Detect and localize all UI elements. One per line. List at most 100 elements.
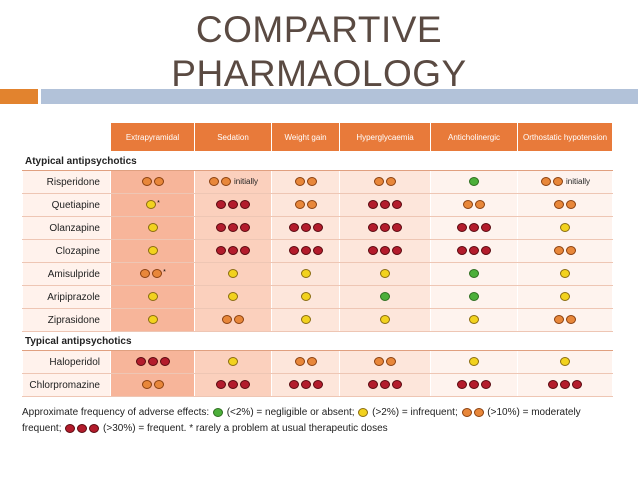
effect-cell: [271, 373, 340, 397]
orange-dot-icon: [153, 380, 164, 390]
yellow-dot-icon: [560, 269, 570, 279]
orange-dot-icon: [306, 357, 317, 367]
effect-cell: [271, 308, 340, 332]
orange-dot-icon: [153, 177, 164, 187]
red-dot-icon: [368, 200, 378, 210]
drug-name: Quetiapine: [22, 193, 111, 217]
orange-dot-icon: [386, 177, 396, 187]
table-row: Quetiapine *: [22, 193, 613, 217]
cell-note: initially: [233, 177, 258, 187]
red-dot-icon: [300, 223, 311, 233]
yellow-dot-icon: [300, 315, 311, 325]
effect-cell: [110, 308, 195, 332]
red-dot-icon: [572, 380, 582, 390]
orange-dot-icon: [306, 200, 317, 210]
red-dot-icon: [312, 223, 323, 233]
drug-name: Aripiprazole: [22, 285, 111, 309]
legend-item-text: (<2%) = negligible or absent;: [223, 407, 358, 418]
orange-dot-icon: [374, 177, 384, 187]
yellow-dot-icon: [147, 223, 158, 233]
column-header: Weight gain: [271, 122, 340, 152]
table-row: Olanzapine: [22, 216, 613, 240]
effect-cell: [194, 373, 272, 397]
red-dot-icon: [312, 380, 323, 390]
yellow-dot-icon: [147, 315, 158, 325]
effect-cell: [430, 170, 518, 194]
orange-dot-icon: [294, 357, 305, 367]
effect-cell: [339, 216, 431, 240]
column-header: Anticholinergic: [430, 122, 518, 152]
effect-cell: [194, 262, 272, 286]
yellow-dot-icon: [228, 292, 238, 302]
orange-dot-icon: [566, 246, 576, 256]
drug-name: Olanzapine: [22, 216, 111, 240]
yellow-dot-icon: [300, 292, 311, 302]
red-dot-icon: [288, 380, 299, 390]
legend-item-text: (>10%) = moderately frequent;: [22, 407, 581, 434]
yellow-dot-icon: [300, 269, 311, 279]
drug-name: Risperidone: [22, 170, 111, 194]
red-dot-icon: [147, 357, 158, 367]
cell-note: initially: [565, 177, 590, 187]
effect-cell: [194, 285, 272, 309]
legend-intro: Approximate frequency of adverse effects…: [22, 407, 212, 418]
effect-cell: [271, 216, 340, 240]
orange-dot-icon: [222, 315, 232, 325]
orange-dot-icon: [140, 269, 151, 279]
orange-dot-icon: [540, 177, 551, 187]
yellow-dot-icon: [358, 407, 369, 417]
effect-cell: [339, 239, 431, 263]
orange-dot-icon: [152, 269, 163, 279]
section-label: Atypical antipsychotics: [22, 151, 613, 171]
red-dot-icon: [65, 423, 76, 433]
effect-cell: [339, 193, 431, 217]
red-dot-icon: [368, 223, 378, 233]
effect-cell: [517, 285, 613, 309]
red-dot-icon: [228, 246, 238, 256]
red-dot-icon: [216, 200, 226, 210]
yellow-dot-icon: [560, 223, 570, 233]
table-row: Clozapine: [22, 239, 613, 263]
effect-cell: [339, 350, 431, 374]
red-dot-icon: [380, 200, 390, 210]
effect-cell: [430, 193, 518, 217]
orange-dot-icon: [141, 177, 152, 187]
red-dot-icon: [457, 246, 467, 256]
orange-dot-icon: [374, 357, 384, 367]
effect-cell: [517, 373, 613, 397]
orange-dot-icon: [566, 315, 576, 325]
effect-cell: [430, 239, 518, 263]
red-dot-icon: [481, 246, 491, 256]
red-dot-icon: [240, 200, 250, 210]
adverse-effects-table: Extrapyramidal Sedation Weight gain Hype…: [22, 122, 613, 397]
effect-cell: [339, 373, 431, 397]
red-dot-icon: [392, 223, 402, 233]
orange-dot-icon: [566, 200, 576, 210]
legend: Approximate frequency of adverse effects…: [22, 405, 622, 437]
effect-cell: [271, 170, 340, 194]
table-header-row: Extrapyramidal Sedation Weight gain Hype…: [22, 122, 613, 152]
effect-cell: [339, 308, 431, 332]
red-dot-icon: [469, 223, 479, 233]
table-row: Aripiprazole: [22, 285, 613, 309]
section-label: Typical antipsychotics: [22, 331, 613, 351]
effect-cell: [339, 170, 431, 194]
effect-cell: [430, 308, 518, 332]
drug-name: Amisulpride: [22, 262, 111, 286]
effect-cell: initially: [517, 170, 613, 194]
column-header: Extrapyramidal: [110, 122, 195, 152]
red-dot-icon: [457, 223, 467, 233]
drug-name: Haloperidol: [22, 350, 111, 374]
table-row: Ziprasidone: [22, 308, 613, 332]
drug-name: Ziprasidone: [22, 308, 111, 332]
orange-dot-icon: [554, 246, 564, 256]
red-dot-icon: [135, 357, 146, 367]
effect-cell: [430, 285, 518, 309]
section-header-row: Typical antipsychotics: [22, 331, 613, 351]
yellow-dot-icon: [380, 269, 390, 279]
red-dot-icon: [560, 380, 570, 390]
yellow-dot-icon: [146, 200, 157, 210]
red-dot-icon: [228, 200, 238, 210]
green-dot-icon: [469, 269, 479, 279]
legend-item-text: (>2%) = infrequent;: [369, 407, 461, 418]
